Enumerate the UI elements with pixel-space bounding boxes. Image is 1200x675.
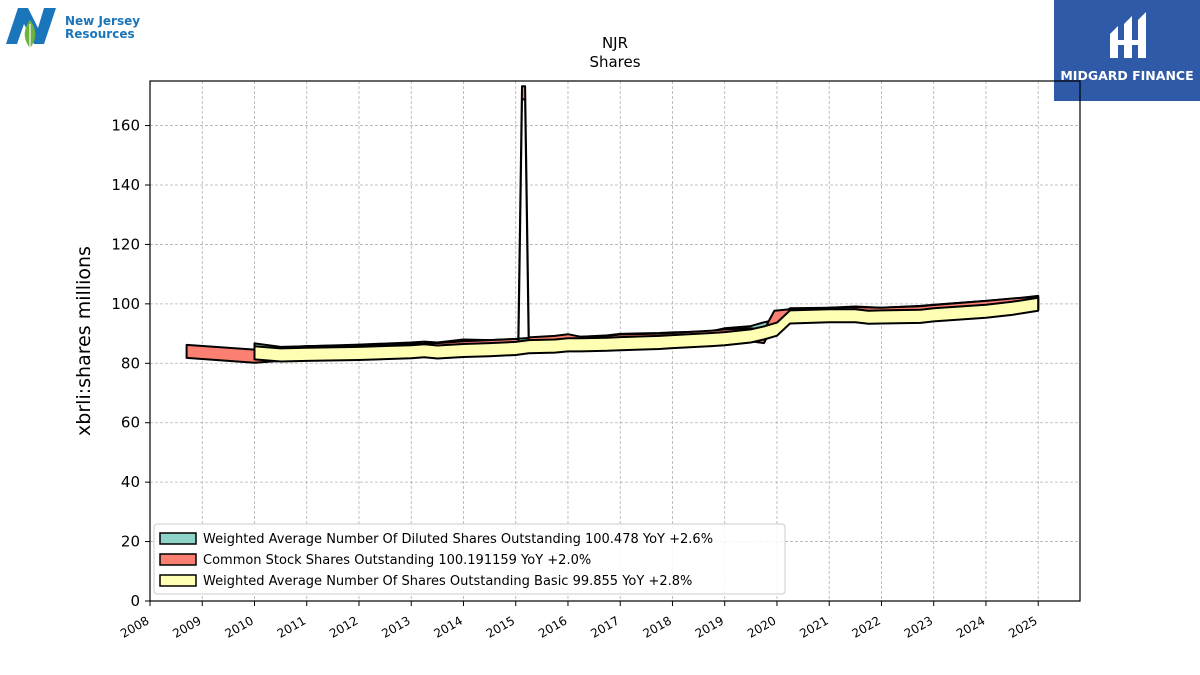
x-tick-label: 2024: [954, 613, 987, 640]
data-point: [933, 314, 935, 316]
chart-subtitle: Shares: [589, 53, 640, 71]
data-point: [606, 344, 608, 346]
logo-text-line2: Resources: [65, 27, 135, 41]
y-tick-label: 0: [130, 592, 140, 610]
x-tick-label: 2015: [484, 613, 517, 640]
x-tick-label: 2022: [850, 613, 883, 640]
x-tick-label: 2017: [588, 613, 621, 640]
y-tick-label: 60: [121, 414, 140, 432]
data-point: [750, 335, 752, 337]
series-band-2: [253, 296, 1040, 363]
data-point: [186, 351, 188, 353]
y-axis-label: xbrli:shares millions: [73, 246, 95, 436]
data-point: [855, 315, 857, 317]
data-point: [515, 348, 517, 350]
legend-label-0: Weighted Average Number Of Diluted Share…: [203, 532, 713, 547]
x-tick-label: 2023: [902, 613, 935, 640]
data-point: [528, 346, 530, 348]
data-point: [920, 316, 922, 318]
x-tick-label: 2008: [118, 613, 151, 640]
data-point: [489, 349, 491, 351]
logo-text-line1: New Jersey: [65, 14, 141, 28]
data-point: [567, 344, 569, 346]
data-point: [410, 351, 412, 353]
data-point: [580, 344, 582, 346]
data-point: [828, 315, 830, 317]
data-point: [554, 345, 556, 347]
data-point: [1011, 308, 1013, 310]
data-point: [724, 338, 726, 340]
data-point: [1037, 304, 1039, 306]
legend: Weighted Average Number Of Diluted Share…: [153, 523, 786, 595]
series-layer: [185, 85, 1040, 364]
y-tick-label: 20: [121, 533, 140, 551]
midgard-finance-name: MIDGARD FINANCE: [1060, 68, 1194, 83]
legend-swatch-2: [159, 574, 197, 587]
data-point: [306, 354, 308, 356]
data-point: [776, 328, 778, 330]
data-point: [659, 342, 661, 344]
x-tick-label: 2018: [641, 613, 674, 640]
data-point: [254, 352, 256, 354]
x-tick-label: 2010: [223, 613, 256, 640]
data-point: [424, 350, 426, 352]
x-tick-label: 2011: [275, 613, 308, 640]
y-tick-label: 140: [111, 176, 140, 194]
data-point: [437, 351, 439, 353]
x-tick-label: 2021: [797, 613, 830, 640]
data-point: [521, 92, 523, 94]
midgard-finance-logo: MIDGARD FINANCE: [1054, 0, 1200, 101]
data-point: [711, 339, 713, 341]
legend-box: [153, 523, 786, 595]
x-tick-label: 2019: [693, 613, 726, 640]
data-point: [985, 311, 987, 313]
data-point: [463, 350, 465, 352]
legend-label-1: Common Stock Shares Outstanding 100.1911…: [203, 553, 591, 568]
x-tick-label: 2014: [432, 613, 465, 640]
njr-logo-mark-icon: [6, 8, 56, 48]
y-tick-label: 100: [111, 295, 140, 313]
x-tick-label: 2013: [379, 613, 412, 640]
data-point: [524, 92, 526, 94]
legend-swatch-1: [159, 553, 197, 566]
x-tick-label: 2012: [327, 613, 360, 640]
new-jersey-resources-logo: New Jersey Resources: [4, 4, 154, 50]
legend-swatch-0: [159, 532, 197, 545]
legend-label-2: Weighted Average Number Of Shares Outsta…: [203, 574, 692, 589]
midgard-logo-mark-icon: [1110, 12, 1146, 58]
y-tick-label: 160: [111, 117, 140, 135]
x-tick-label: 2016: [536, 613, 569, 640]
data-point: [358, 353, 360, 355]
y-tick-label: 40: [121, 473, 140, 491]
data-point: [672, 341, 674, 343]
chart-title: NJR: [602, 34, 628, 52]
y-tick-label: 80: [121, 354, 140, 372]
data-point: [868, 316, 870, 318]
x-tick-label: 2020: [745, 613, 778, 640]
x-tick-label: 2025: [1006, 613, 1039, 640]
data-point: [619, 343, 621, 345]
plot-frame: [149, 80, 1081, 602]
data-point: [763, 332, 765, 334]
data-point: [881, 316, 883, 318]
y-tick-label: 120: [111, 235, 140, 253]
data-point: [789, 316, 791, 318]
x-tick-label: 2009: [170, 613, 203, 640]
data-point: [280, 354, 282, 356]
data-point: [774, 316, 776, 318]
